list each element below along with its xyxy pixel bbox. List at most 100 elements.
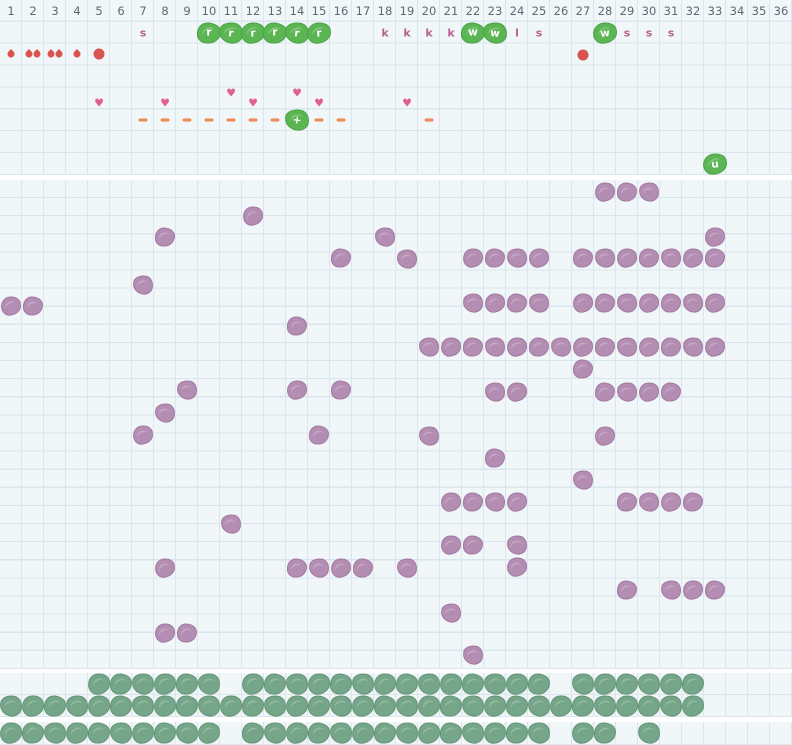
- green-plant-blob[interactable]: w: [482, 21, 508, 45]
- purple-plant-blob[interactable]: [286, 380, 308, 401]
- hedge-blob[interactable]: [131, 721, 155, 744]
- purple-plant-blob[interactable]: [594, 426, 616, 447]
- hedge-blob[interactable]: [153, 694, 177, 717]
- hedge-blob[interactable]: [241, 672, 265, 695]
- purple-plant-blob[interactable]: [573, 360, 593, 379]
- purple-plant-blob[interactable]: [638, 293, 660, 314]
- hedge-blob[interactable]: [176, 674, 198, 695]
- hedge-blob[interactable]: [572, 696, 594, 717]
- purple-plant-blob[interactable]: [638, 337, 660, 358]
- hedge-blob[interactable]: [308, 723, 330, 744]
- hedge-blob[interactable]: [506, 696, 528, 717]
- hedge-blob[interactable]: [616, 674, 638, 695]
- purple-plant-blob[interactable]: [463, 338, 483, 357]
- purple-plant-blob[interactable]: [529, 338, 549, 357]
- purple-plant-blob[interactable]: [616, 292, 638, 313]
- purple-plant-blob[interactable]: [132, 425, 154, 446]
- hedge-blob[interactable]: [682, 674, 704, 695]
- purple-plant-blob[interactable]: [506, 382, 528, 403]
- purple-plant-blob[interactable]: [683, 493, 703, 512]
- hedge-blob[interactable]: [461, 721, 485, 745]
- hedge-blob[interactable]: [528, 674, 550, 695]
- hedge-blob[interactable]: [110, 674, 132, 695]
- hedge-blob[interactable]: [110, 696, 132, 717]
- hedge-blob[interactable]: [285, 721, 309, 744]
- hedge-blob[interactable]: [439, 672, 463, 695]
- purple-plant-blob[interactable]: [396, 248, 418, 269]
- purple-plant-blob[interactable]: [507, 294, 527, 313]
- hedge-blob[interactable]: [417, 721, 441, 744]
- hedge-blob[interactable]: [87, 672, 111, 695]
- purple-plant-blob[interactable]: [638, 382, 660, 403]
- purple-plant-blob[interactable]: [617, 581, 637, 600]
- hedge-blob[interactable]: [65, 721, 89, 744]
- purple-plant-blob[interactable]: [353, 559, 373, 578]
- purple-plant-blob[interactable]: [661, 338, 681, 357]
- hedge-blob[interactable]: [263, 694, 287, 718]
- purple-plant-blob[interactable]: [506, 492, 528, 513]
- hedge-blob[interactable]: [374, 696, 396, 717]
- purple-plant-blob[interactable]: [242, 206, 264, 227]
- purple-plant-blob[interactable]: [287, 317, 307, 336]
- purple-plant-blob[interactable]: [485, 449, 505, 468]
- hedge-blob[interactable]: [153, 672, 177, 695]
- purple-plant-blob[interactable]: [595, 338, 615, 357]
- purple-plant-blob[interactable]: [595, 383, 615, 402]
- hedge-blob[interactable]: [638, 696, 660, 717]
- purple-plant-blob[interactable]: [374, 226, 396, 247]
- hedge-blob[interactable]: [197, 672, 221, 696]
- purple-plant-blob[interactable]: [462, 292, 484, 313]
- hedge-blob[interactable]: [506, 723, 528, 744]
- purple-plant-blob[interactable]: [331, 381, 351, 400]
- purple-plant-blob[interactable]: [594, 182, 616, 203]
- purple-plant-blob[interactable]: [484, 381, 506, 402]
- hedge-blob[interactable]: [462, 674, 484, 695]
- hedge-blob[interactable]: [549, 694, 573, 717]
- purple-plant-blob[interactable]: [506, 247, 528, 268]
- hedge-blob[interactable]: [0, 721, 23, 744]
- hedge-blob[interactable]: [351, 672, 375, 696]
- purple-plant-blob[interactable]: [330, 558, 352, 579]
- hedge-blob[interactable]: [440, 696, 462, 717]
- green-plant-blob[interactable]: r: [306, 21, 332, 44]
- hedge-blob[interactable]: [417, 694, 441, 717]
- purple-plant-blob[interactable]: [440, 492, 462, 513]
- hedge-blob[interactable]: [175, 721, 199, 745]
- purple-plant-blob[interactable]: [705, 581, 725, 600]
- hedge-blob[interactable]: [659, 672, 683, 695]
- purple-plant-blob[interactable]: [176, 379, 198, 400]
- hedge-blob[interactable]: [461, 694, 485, 718]
- hedge-blob[interactable]: [396, 674, 418, 695]
- purple-plant-blob[interactable]: [484, 336, 506, 357]
- hedge-blob[interactable]: [374, 723, 396, 744]
- hedge-blob[interactable]: [637, 721, 661, 745]
- hedge-blob[interactable]: [615, 694, 639, 717]
- purple-plant-blob[interactable]: [485, 249, 505, 268]
- hedge-blob[interactable]: [527, 721, 551, 745]
- purple-plant-blob[interactable]: [638, 491, 660, 512]
- purple-plant-blob[interactable]: [463, 493, 483, 512]
- purple-plant-blob[interactable]: [661, 383, 681, 402]
- purple-plant-blob[interactable]: [440, 602, 462, 623]
- purple-plant-blob[interactable]: [572, 293, 594, 314]
- purple-plant-blob[interactable]: [309, 426, 329, 445]
- purple-plant-blob[interactable]: [506, 557, 528, 578]
- purple-plant-blob[interactable]: [528, 292, 550, 313]
- hedge-blob[interactable]: [505, 672, 529, 695]
- purple-plant-blob[interactable]: [572, 469, 594, 490]
- purple-plant-blob[interactable]: [660, 492, 682, 513]
- green-plant-blob-u[interactable]: u: [702, 152, 728, 175]
- purple-plant-blob[interactable]: [660, 579, 682, 600]
- hedge-blob[interactable]: [154, 723, 176, 744]
- purple-plant-blob[interactable]: [617, 493, 637, 512]
- hedge-blob[interactable]: [242, 723, 264, 744]
- hedge-blob[interactable]: [219, 694, 243, 717]
- hedge-blob[interactable]: [109, 721, 133, 745]
- purple-plant-blob[interactable]: [484, 293, 506, 314]
- purple-plant-blob[interactable]: [705, 249, 725, 268]
- hedge-blob[interactable]: [395, 721, 419, 745]
- hedge-blob[interactable]: [131, 672, 155, 696]
- green-plant-blob[interactable]: r: [197, 22, 221, 43]
- purple-plant-blob[interactable]: [573, 249, 593, 268]
- purple-plant-blob[interactable]: [396, 557, 418, 578]
